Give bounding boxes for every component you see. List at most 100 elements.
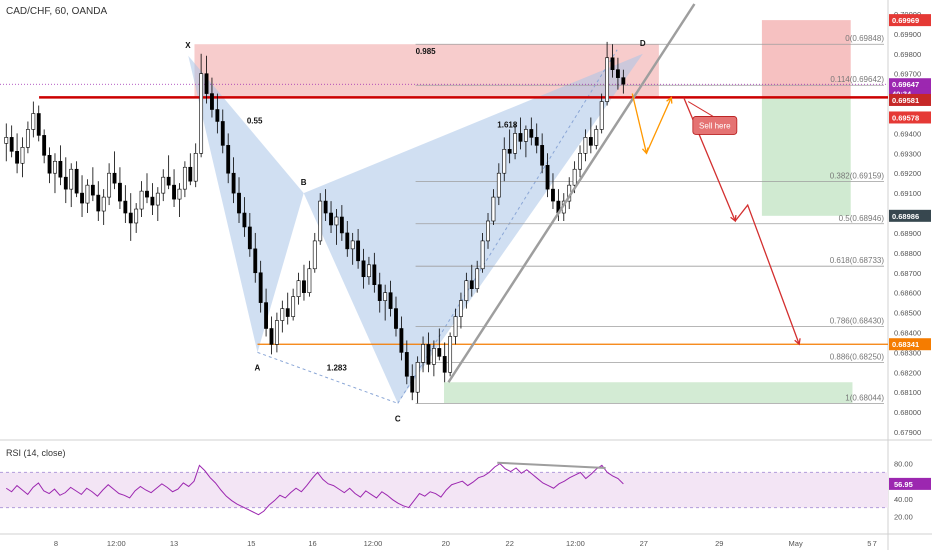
- candle-body: [540, 145, 545, 166]
- projection-arrow-up: [645, 97, 672, 154]
- rsi-axis-tick: 80.00: [894, 460, 913, 469]
- fib-level-label: 0.618(0.68733): [830, 256, 885, 265]
- candle-body: [394, 308, 398, 329]
- candle-body: [269, 328, 274, 345]
- candle-body: [507, 149, 512, 154]
- rsi-current-badge: [889, 477, 931, 490]
- price-axis-tick: 0.68000: [894, 408, 921, 417]
- price-axis-tick: 0.69300: [894, 149, 921, 158]
- stop-loss-zone: [761, 20, 851, 98]
- candle-body: [356, 240, 361, 262]
- projection-arrow-up-head: [666, 96, 673, 104]
- candle-body: [280, 308, 285, 321]
- candle-body: [134, 208, 139, 224]
- candle-body: [442, 356, 447, 373]
- candle-body: [318, 200, 323, 242]
- candle-body: [496, 172, 501, 198]
- candle-body: [388, 292, 393, 309]
- fib-level-label: 0.382(0.69159): [830, 171, 885, 180]
- candle-body: [367, 264, 371, 278]
- candle-body: [345, 232, 350, 250]
- fib-level-label: 0.886(0.68250): [830, 352, 885, 361]
- time-axis-tick: 5: [867, 539, 871, 548]
- price-axis-tick: 0.69100: [894, 189, 921, 198]
- sell-callout-box: [692, 116, 738, 135]
- candle-body: [621, 77, 626, 85]
- price-axis-tick: 0.68100: [894, 388, 921, 397]
- price-axis-tick: 0.68900: [894, 229, 921, 238]
- candle-body: [253, 248, 258, 274]
- candle-body: [20, 147, 25, 164]
- candle-body: [383, 292, 388, 301]
- candle-body: [199, 73, 204, 154]
- harmonic-point-b: B: [301, 178, 307, 187]
- rsi-line: [5, 462, 624, 516]
- candle-body: [594, 129, 599, 146]
- fib-level-label: 0.5(0.68946): [839, 214, 885, 223]
- price-badge-label: 0.69581: [892, 96, 919, 105]
- harmonic-ratio-label: 1.618: [497, 120, 518, 129]
- price-axis-tick: 0.69700: [894, 70, 921, 79]
- candle-body: [80, 192, 84, 204]
- candle-body: [226, 145, 231, 174]
- price-badge-label: 0.69647: [892, 80, 919, 89]
- candle-body: [469, 280, 474, 289]
- candle-body: [545, 164, 550, 190]
- candle-body: [572, 168, 577, 186]
- candle-body: [486, 220, 490, 242]
- price-badge: [889, 78, 931, 91]
- price-axis-tick: 0.68600: [894, 289, 921, 298]
- candle-body: [475, 268, 480, 289]
- rsi-axis-tick: 40.00: [894, 495, 913, 504]
- candle-body: [415, 362, 420, 393]
- candle-body: [372, 264, 377, 286]
- candle-body: [599, 101, 604, 130]
- candle-body: [47, 154, 52, 174]
- price-axis-tick: 0.68800: [894, 249, 921, 258]
- candle-body: [605, 57, 610, 102]
- price-axis-tick: 0.68400: [894, 328, 921, 337]
- candle-body: [588, 137, 593, 146]
- candle-body: [25, 129, 30, 148]
- candle-body: [177, 188, 182, 200]
- harmonic-ratio-label: 0.55: [247, 116, 263, 125]
- candle-body: [431, 348, 436, 365]
- candle-body: [215, 109, 220, 122]
- rising-trendline: [447, 3, 696, 383]
- candle-body: [377, 284, 382, 301]
- candle-body: [480, 240, 485, 270]
- candle-body: [312, 240, 317, 270]
- harmonic-bcd-triangle: [303, 53, 643, 404]
- candle-body: [258, 272, 263, 303]
- price-axis-tick: 0.68300: [894, 348, 921, 357]
- candle-body: [210, 93, 214, 110]
- candle-body: [529, 129, 534, 138]
- candle-body: [583, 137, 588, 154]
- candle-body: [155, 192, 160, 206]
- candle-body: [247, 226, 252, 250]
- symbol-header: CAD/CHF, 60, OANDA: [6, 6, 108, 17]
- candle-body: [242, 212, 247, 228]
- candle-body: [31, 113, 36, 130]
- time-axis-tick: 27: [640, 539, 648, 548]
- candle-body: [128, 212, 133, 224]
- time-axis-tick: 12:00: [566, 539, 585, 548]
- candle-body: [615, 69, 620, 78]
- candle-body: [90, 184, 95, 196]
- price-badge: [889, 93, 931, 106]
- price-badge-label: 0.68986: [892, 212, 919, 221]
- fib-level-label: 0.786(0.68430): [830, 317, 885, 326]
- time-axis-tick: 16: [308, 539, 316, 548]
- projection-arrow-first-leg: [683, 97, 736, 222]
- candle-body: [85, 184, 90, 204]
- candle-body: [523, 129, 528, 142]
- harmonic-point-c: C: [395, 414, 401, 423]
- candle-body: [53, 160, 57, 174]
- candle-body: [42, 135, 47, 156]
- candle-body: [518, 133, 523, 142]
- harmonic-point-a: A: [255, 363, 261, 372]
- price-axis-tick: 0.69800: [894, 50, 921, 59]
- candle-body: [58, 160, 63, 178]
